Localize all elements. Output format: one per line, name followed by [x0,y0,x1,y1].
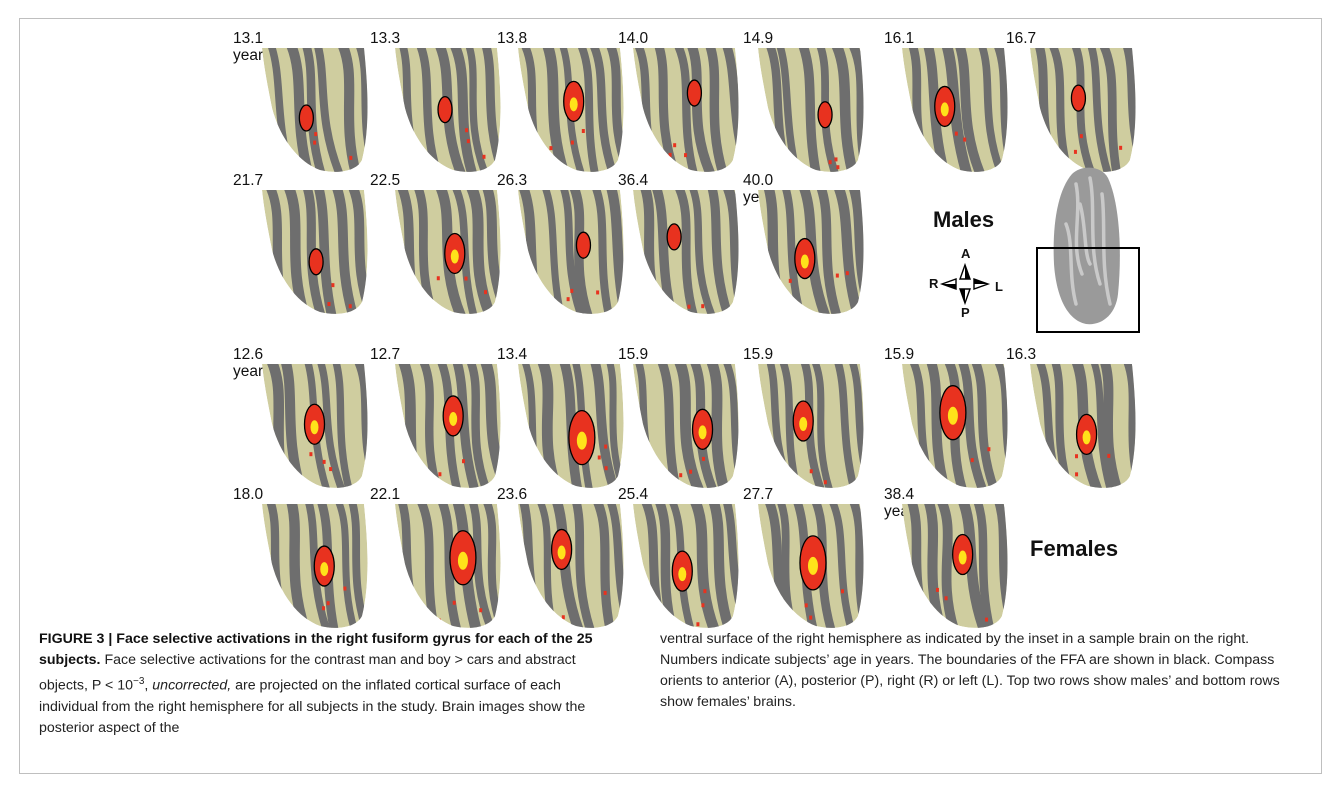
subject-age-label: 16.3 [1006,346,1037,363]
subject-brain-image [518,48,626,179]
subject-age-label: 13.3 [370,30,401,47]
compass-anterior: A [961,246,971,261]
caption-text-c: are projected on the inflated cortical s… [39,677,586,736]
subject-brain-image [758,504,866,635]
males-label: Males [933,207,995,232]
subject-brain-image [262,190,370,321]
age-unit-label: years [233,363,271,380]
subject-brain-image [633,504,741,635]
subject-age-label: 13.4 [497,346,528,363]
subject-age-label: 15.9 [743,346,774,363]
subject-age-label: 15.9 [618,346,649,363]
caption-text-a: Face selective activations for the contr… [39,652,576,694]
subject-age-label: 13.1 years [233,30,271,64]
subject-age-label: 12.6 years [233,346,271,380]
subject-brain-image [633,364,741,495]
subject-age-label: 22.5 [370,172,401,189]
subject-brain-image [1030,364,1138,495]
subject-age-label: 12.7 [370,346,401,363]
subject-brain-image [518,364,626,495]
compass-left: L [995,279,1003,294]
subject-age-label: 16.1 [884,30,915,47]
subject-brain-image [518,504,626,635]
subject-age-label: 22.1 [370,486,401,503]
subject-age-label: 16.7 [1006,30,1037,47]
figure-panel: 13.1 years 13.3 13.8 14.0 14.9 16.1 16.7 21.7 22.… [233,30,1138,628]
subject-age-label: 23.6 [497,486,528,503]
subject-brain-image [395,364,503,495]
subject-brain-image [262,364,370,495]
subject-brain-image [395,190,503,321]
subject-brain-image [758,364,866,495]
subject-brain-image [395,504,503,635]
compass-right: R [929,276,939,291]
subject-brain-image [262,48,370,179]
females-label: Females [1030,536,1119,561]
caption-text-b: , [144,677,153,694]
subject-age-label: 13.8 [497,30,528,47]
subject-brain-image [395,48,503,179]
caption-label: FIGURE 3 | Face selective activations in… [39,631,593,668]
subject-age-label: 14.0 [618,30,649,47]
inset-sample-brain [1036,167,1140,333]
subject-brain-image [902,364,1010,495]
subject-brain-image [262,504,370,635]
age-unit-label: years [233,47,271,64]
subject-brain-image [518,190,626,321]
orientation-compass: A P R L [925,246,1005,320]
subject-brain-image [633,190,741,321]
subject-age-label: 21.7 [233,172,264,189]
subject-age-label: 14.9 [743,30,774,47]
subject-age-label: 27.7 [743,486,774,503]
compass-arrows-icon [939,262,991,306]
caption-exponent: −3 [133,676,145,687]
caption-right-column: ventral surface of the right hemisphere … [660,631,1280,710]
subject-age-label: 15.9 [884,346,915,363]
subject-brain-image [902,504,1010,635]
subject-age-label: 25.4 [618,486,649,503]
caption-left-column: FIGURE 3 | Face selective activations in… [39,629,617,739]
compass-posterior: P [961,305,970,320]
subject-brain-image [758,48,866,179]
subject-brain-image [633,48,741,179]
subject-brain-image [902,48,1010,179]
subject-age-label: 26.3 [497,172,528,189]
subject-age-label: 36.4 [618,172,649,189]
caption-italic: uncorrected, [152,677,232,694]
subject-brain-image [758,190,866,321]
subject-age-label: 18.0 [233,486,264,503]
subject-brain-image [1030,48,1138,179]
